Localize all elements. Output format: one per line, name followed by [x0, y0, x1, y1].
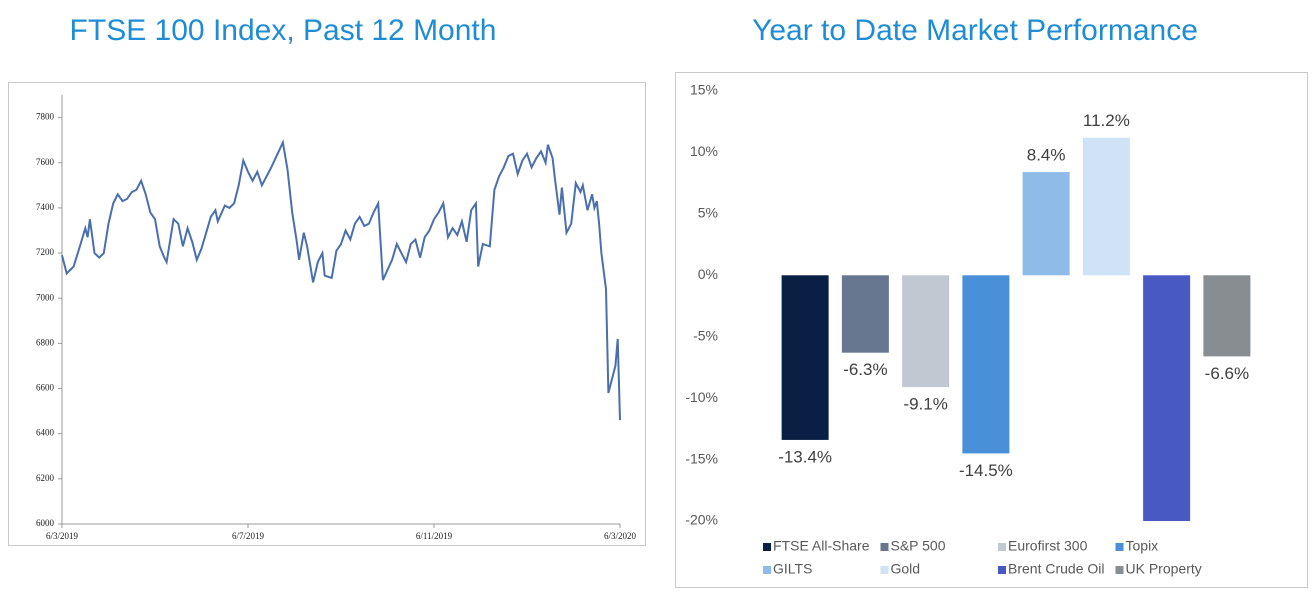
legend-label: GILTS	[773, 561, 812, 577]
x-tick-label: 6/3/2019	[46, 531, 79, 541]
legend-label: S&P 500	[891, 538, 946, 554]
y-tick-label: -15%	[685, 450, 718, 466]
y-tick-label: 10%	[690, 143, 718, 159]
bar	[781, 275, 829, 440]
y-tick-label: 5%	[698, 205, 718, 221]
y-tick-label: 6400	[36, 428, 55, 438]
chart-title: Year to Date Market Performance	[752, 14, 1198, 47]
bar	[1022, 172, 1070, 276]
y-tick-label: 6600	[36, 383, 55, 393]
data-label: -9.1%	[903, 395, 947, 414]
data-label: -13.4%	[778, 447, 832, 466]
legend-label: Gold	[891, 561, 921, 577]
legend-label: Topix	[1126, 538, 1159, 554]
y-tick-label: 6200	[36, 473, 55, 483]
y-tick-label: 0%	[698, 266, 718, 282]
bar	[1203, 275, 1251, 357]
legend-swatch	[998, 543, 1006, 551]
legend-label: UK Property	[1126, 561, 1202, 577]
legend-label: FTSE All-Share	[773, 538, 870, 554]
legend-swatch	[1115, 543, 1124, 551]
y-tick-label: 7800	[36, 112, 55, 122]
y-tick-label: -10%	[685, 389, 718, 405]
chart-frame	[8, 82, 646, 546]
legend-swatch	[880, 543, 889, 551]
y-tick-label: 7000	[36, 292, 55, 302]
x-tick-label: 6/3/2020	[604, 531, 637, 541]
y-tick-label: 6000	[36, 518, 55, 528]
chart-title: FTSE 100 Index, Past 12 Month	[70, 14, 497, 47]
y-tick-label: 6800	[36, 337, 55, 347]
x-tick-label: 6/11/2019	[416, 531, 453, 541]
legend-swatch	[880, 566, 889, 574]
legend-swatch	[763, 566, 771, 574]
data-label: 11.2%	[1083, 111, 1130, 130]
y-tick-label: 7400	[36, 202, 55, 212]
data-label: 8.4%	[1027, 146, 1066, 165]
legend-label: Eurofirst 300	[1008, 538, 1088, 554]
bar	[962, 275, 1010, 454]
legend-swatch	[998, 566, 1006, 574]
data-label: -6.6%	[1205, 364, 1249, 383]
bar	[841, 275, 889, 353]
y-tick-label: 7600	[36, 157, 55, 167]
bar	[902, 275, 950, 388]
x-tick-label: 6/7/2019	[232, 531, 265, 541]
y-tick-label: -5%	[693, 327, 718, 343]
y-tick-label: -20%	[685, 512, 718, 528]
data-label: -6.3%	[843, 360, 887, 379]
line-series	[61, 139, 621, 421]
bar	[1082, 137, 1130, 276]
y-tick-label: 15%	[690, 82, 718, 98]
legend-swatch	[763, 543, 771, 551]
legend-swatch	[1115, 566, 1124, 574]
legend-label: Brent Crude Oil	[1008, 561, 1104, 577]
data-label: -14.5%	[959, 461, 1013, 480]
bar	[1143, 275, 1191, 521]
y-tick-label: 7200	[36, 247, 55, 257]
